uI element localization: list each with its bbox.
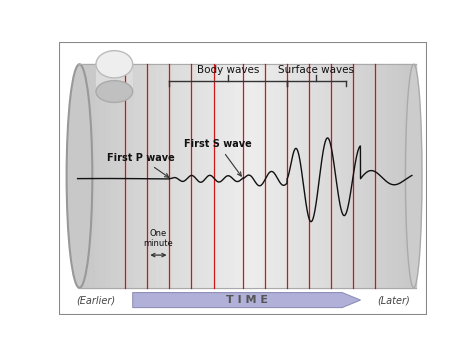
Bar [246, 64, 252, 288]
Bar [359, 64, 365, 288]
Text: Surface waves: Surface waves [278, 65, 355, 75]
Bar [173, 64, 179, 288]
Bar [399, 64, 404, 288]
Bar [156, 64, 162, 288]
Bar [376, 64, 382, 288]
Bar [230, 64, 235, 288]
Bar [314, 64, 320, 288]
Bar [219, 64, 224, 288]
Bar [128, 64, 134, 288]
Ellipse shape [96, 51, 133, 78]
Bar [264, 64, 269, 288]
Bar [213, 64, 219, 288]
Text: (Earlier): (Earlier) [76, 295, 116, 305]
Bar [123, 64, 128, 288]
Bar [190, 64, 196, 288]
Bar [145, 64, 151, 288]
Bar [111, 64, 117, 288]
Bar [365, 64, 371, 288]
Text: One
minute: One minute [144, 229, 173, 248]
Bar [309, 64, 314, 288]
Bar [100, 64, 106, 288]
Bar [371, 64, 376, 288]
Bar [292, 64, 297, 288]
Bar [139, 64, 145, 288]
Bar [281, 64, 286, 288]
Text: (Later): (Later) [377, 295, 410, 305]
Bar [286, 64, 292, 288]
Bar [258, 64, 264, 288]
Bar [196, 64, 201, 288]
Bar [303, 64, 309, 288]
Bar [83, 64, 89, 288]
Bar [241, 64, 246, 288]
Bar [89, 64, 94, 288]
Bar [185, 64, 190, 288]
Polygon shape [133, 292, 360, 308]
Bar [252, 64, 258, 288]
Text: Body waves: Body waves [197, 65, 259, 75]
Bar [96, 64, 133, 92]
Text: First P wave: First P wave [107, 153, 175, 177]
Bar [393, 64, 399, 288]
Bar [117, 64, 123, 288]
Ellipse shape [405, 64, 422, 288]
Bar [331, 64, 337, 288]
Bar [348, 64, 354, 288]
Bar [410, 64, 416, 288]
Bar [269, 64, 275, 288]
Bar [207, 64, 213, 288]
Bar [354, 64, 359, 288]
Bar [179, 64, 185, 288]
Bar [106, 64, 111, 288]
Bar [224, 64, 230, 288]
Bar [162, 64, 168, 288]
Bar [235, 64, 241, 288]
Text: First S wave: First S wave [184, 139, 252, 176]
Text: T I M E: T I M E [226, 295, 268, 305]
Bar [94, 64, 100, 288]
Bar [382, 64, 387, 288]
Ellipse shape [66, 64, 92, 288]
Bar [275, 64, 281, 288]
Bar [78, 64, 83, 288]
Bar [404, 64, 410, 288]
Bar [134, 64, 139, 288]
Bar [297, 64, 303, 288]
Bar [320, 64, 326, 288]
Ellipse shape [96, 81, 133, 102]
Bar [168, 64, 173, 288]
Bar [326, 64, 331, 288]
Bar [201, 64, 207, 288]
Bar [151, 64, 156, 288]
Bar [387, 64, 393, 288]
Bar [337, 64, 342, 288]
Bar [342, 64, 348, 288]
